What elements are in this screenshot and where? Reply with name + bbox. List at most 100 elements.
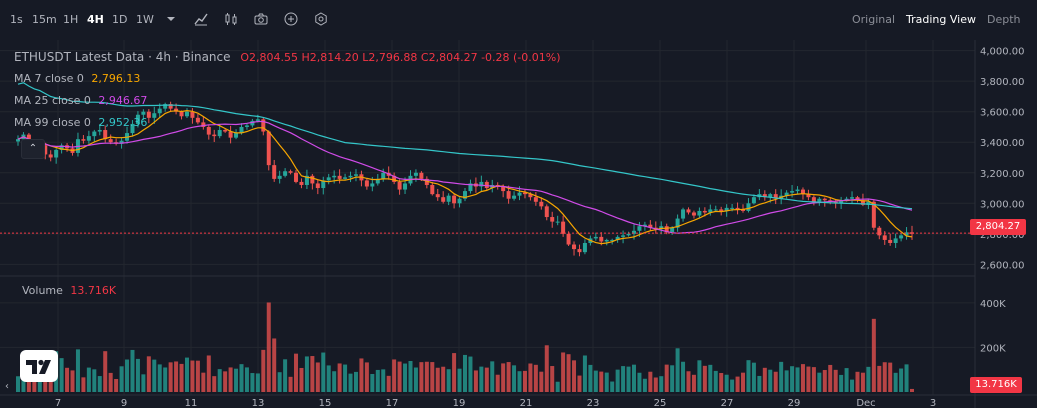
candle-body — [719, 209, 724, 211]
candle-body — [484, 181, 489, 189]
timeframe-1h[interactable]: 1H — [63, 13, 79, 26]
volume-bar — [348, 373, 353, 392]
candle-body — [844, 198, 849, 201]
candle-body — [730, 207, 735, 209]
candle-body — [539, 201, 544, 207]
volume-bar — [621, 366, 626, 392]
volume-bar — [92, 369, 97, 392]
candle-body — [310, 175, 315, 184]
ohlc-readout: O2,804.55 H2,814.20 L2,796.88 C2,804.27 … — [240, 51, 560, 64]
volume-bar — [190, 360, 195, 392]
ma7-legend[interactable]: MA 7 close 0 2,796.13 — [14, 72, 140, 85]
price-chart[interactable]: 4,000.00 3,800.00 3,600.00 3,400.00 3,200.00… — [0, 40, 1037, 408]
volume-bar — [501, 363, 506, 392]
candle-body — [681, 209, 686, 219]
add-circle-icon[interactable] — [283, 11, 299, 27]
volume-bar — [555, 381, 560, 392]
candle-body — [326, 177, 331, 181]
timeframe-1w[interactable]: 1W — [136, 13, 154, 26]
view-depth[interactable]: Depth — [987, 13, 1021, 26]
chevron-down-icon[interactable] — [163, 11, 179, 27]
timeframe-4h[interactable]: 4H — [87, 13, 104, 26]
volume-bar — [844, 368, 849, 392]
volume-bar — [321, 352, 326, 392]
volume-bar — [779, 361, 784, 392]
volume-bar — [850, 379, 855, 392]
volume-bar — [310, 356, 315, 392]
candle-body — [163, 104, 168, 109]
candle-body — [135, 114, 140, 124]
volume-bar — [135, 358, 140, 392]
time-tick-label: 27 — [721, 398, 734, 408]
view-trading-view[interactable]: Trading View — [906, 13, 976, 26]
volume-bar — [572, 360, 577, 392]
candle-body — [877, 227, 882, 236]
ma99-value: 2,952.36 — [98, 116, 148, 129]
timeframe-1d[interactable]: 1D — [112, 13, 128, 26]
line-chart-icon[interactable] — [193, 11, 209, 27]
candle-body — [572, 244, 577, 250]
candle-body — [392, 175, 397, 182]
tradingview-logo[interactable] — [20, 350, 58, 382]
volume-bar — [146, 356, 151, 392]
volume-bar — [337, 363, 342, 392]
candle-body — [228, 131, 233, 138]
volume-bar — [48, 373, 53, 392]
timeframe-1s[interactable]: 1s — [10, 13, 23, 26]
volume-bar — [359, 358, 364, 392]
settings-hex-icon[interactable] — [313, 11, 329, 27]
candle-body — [795, 189, 800, 192]
candle-style-icon[interactable] — [223, 11, 239, 27]
volume-bar — [904, 364, 909, 392]
candle-body — [446, 195, 451, 202]
time-tick-label: 29 — [788, 398, 801, 408]
volume-bar — [577, 375, 582, 392]
candle-body — [642, 224, 647, 227]
candle-body — [195, 117, 200, 123]
candle-body — [403, 183, 408, 190]
view-original[interactable]: Original — [852, 13, 896, 26]
candle-body — [92, 131, 97, 137]
candle-body — [904, 232, 909, 236]
candle-body — [43, 145, 48, 155]
ma99-legend[interactable]: MA 99 close 0 2,952.36 — [14, 116, 147, 129]
volume-bar — [828, 364, 833, 392]
volume-bar — [152, 359, 157, 392]
candle-body — [375, 178, 380, 184]
volume-bar — [125, 359, 130, 392]
volume-bar — [430, 362, 435, 392]
volume-bar — [822, 370, 827, 392]
candle-body — [528, 194, 533, 198]
candle-body — [152, 113, 157, 118]
candle-body — [522, 192, 527, 195]
volume-bar — [730, 379, 735, 392]
low-value: 2,796.88 — [368, 51, 418, 64]
candle-body — [675, 218, 680, 228]
open-value: 2,804.55 — [249, 51, 298, 64]
candle-body — [790, 191, 795, 193]
time-tick-label: 3 — [930, 398, 936, 408]
volume-bar — [272, 338, 277, 392]
volume-bar — [304, 356, 309, 392]
collapse-legend-button[interactable]: ⌃ — [21, 139, 45, 159]
candle-body — [424, 178, 429, 185]
volume-bar — [108, 372, 113, 392]
timeframe-15m[interactable]: 15m — [32, 13, 57, 26]
volume-bar — [157, 364, 162, 392]
camera-icon[interactable] — [253, 11, 269, 27]
candle-body — [244, 125, 249, 127]
candle-body — [599, 236, 604, 242]
volume-bar — [81, 377, 86, 392]
volume-bar — [664, 364, 669, 392]
volume-bar — [637, 372, 642, 392]
volume-bar — [364, 362, 369, 392]
candle-body — [800, 189, 805, 195]
candle-body — [48, 154, 53, 158]
volume-bar — [244, 367, 249, 392]
candle-body — [871, 201, 876, 228]
ma25-legend[interactable]: MA 25 close 0 2,946.67 — [14, 94, 147, 107]
current-price-tag: 2,804.27 — [970, 219, 1026, 235]
volume-bar — [381, 369, 386, 392]
volume-bar — [795, 367, 800, 392]
volume-bar — [495, 374, 500, 392]
